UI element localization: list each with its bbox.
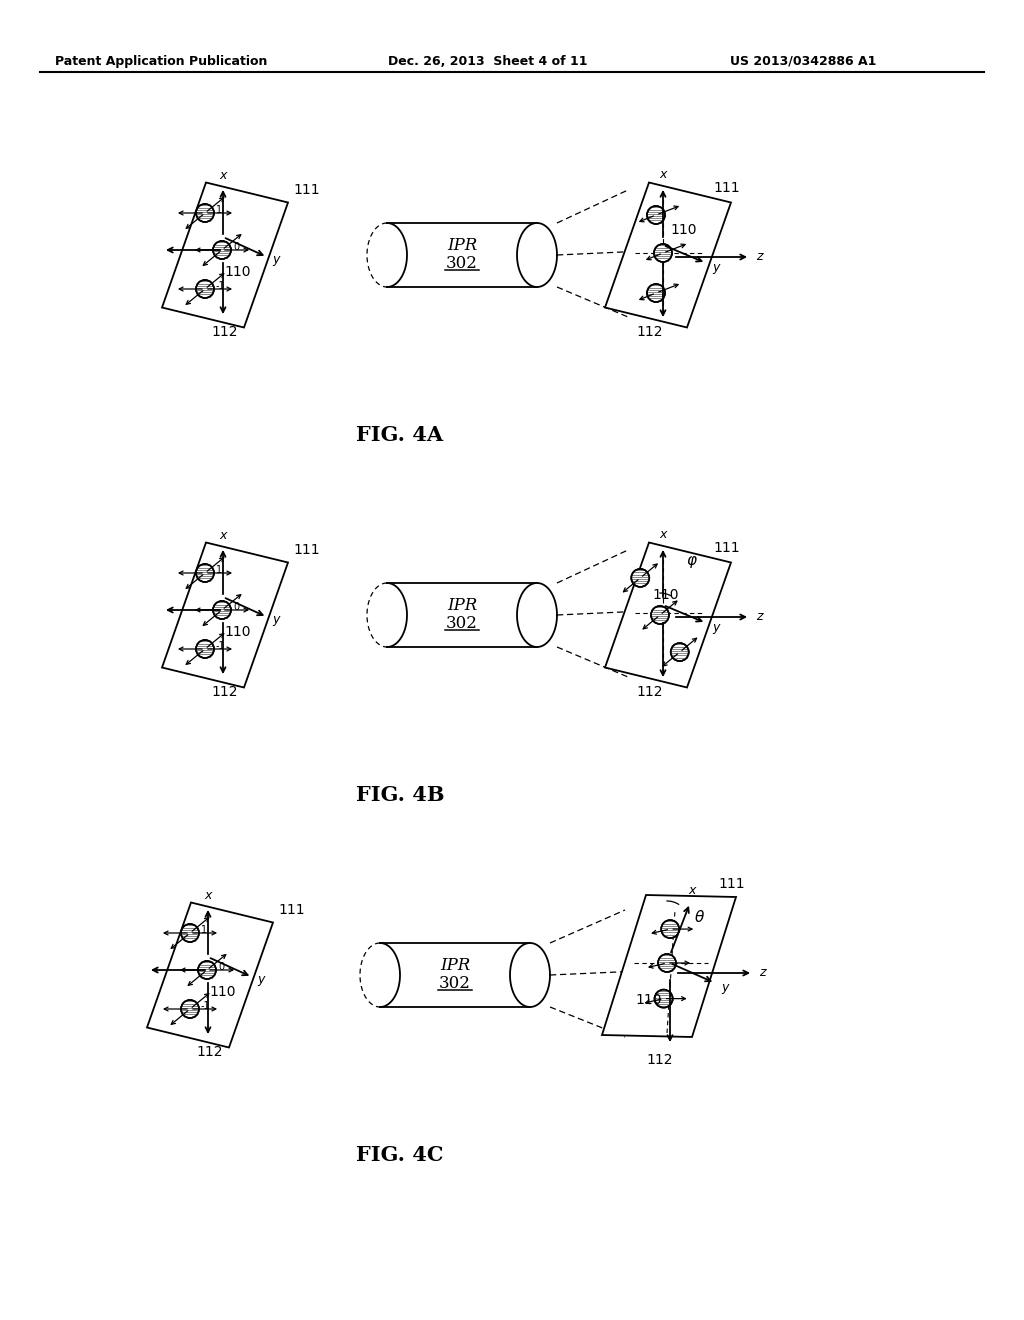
Text: 111: 111	[713, 181, 739, 194]
Circle shape	[647, 206, 665, 224]
Text: 0: 0	[233, 242, 240, 252]
Text: 112: 112	[197, 1045, 223, 1060]
Circle shape	[658, 954, 676, 972]
Circle shape	[662, 920, 679, 939]
Text: 0: 0	[218, 962, 224, 972]
Text: 110: 110	[224, 265, 251, 279]
Text: φ: φ	[686, 553, 696, 568]
Text: 302: 302	[446, 615, 478, 631]
Circle shape	[198, 961, 216, 979]
Text: 111: 111	[293, 183, 319, 198]
Text: -1: -1	[216, 642, 225, 651]
Text: 1: 1	[201, 925, 207, 935]
Circle shape	[631, 569, 649, 587]
Text: FIG. 4A: FIG. 4A	[356, 425, 443, 445]
Text: z: z	[756, 610, 763, 623]
Text: Patent Application Publication: Patent Application Publication	[55, 55, 267, 69]
Circle shape	[654, 244, 672, 261]
Text: FIG. 4B: FIG. 4B	[355, 785, 444, 805]
Text: 1: 1	[216, 565, 222, 576]
Circle shape	[647, 284, 665, 302]
Circle shape	[196, 280, 214, 298]
Text: 0: 0	[233, 602, 240, 612]
Text: 112: 112	[637, 685, 664, 700]
Circle shape	[181, 924, 199, 942]
Text: FIG. 4C: FIG. 4C	[356, 1144, 443, 1166]
Text: 111: 111	[278, 903, 304, 917]
Text: θ: θ	[695, 909, 705, 924]
Ellipse shape	[510, 942, 550, 1007]
Text: IPR: IPR	[446, 236, 477, 253]
Text: 110: 110	[209, 985, 236, 999]
Text: 111: 111	[713, 540, 739, 554]
Text: 112: 112	[212, 685, 239, 700]
Text: 111: 111	[293, 544, 319, 557]
Text: x: x	[659, 528, 667, 541]
Text: z: z	[756, 251, 763, 264]
Circle shape	[196, 564, 214, 582]
Circle shape	[213, 601, 231, 619]
Ellipse shape	[517, 223, 557, 286]
Bar	[387, 223, 537, 286]
Text: 1: 1	[216, 205, 222, 215]
Text: z: z	[759, 966, 766, 979]
Text: IPR: IPR	[446, 597, 477, 614]
Circle shape	[196, 640, 214, 657]
Circle shape	[181, 1001, 199, 1018]
Text: 110: 110	[224, 624, 251, 639]
Text: 112: 112	[647, 1053, 673, 1067]
Circle shape	[196, 205, 214, 222]
Text: x: x	[205, 888, 212, 902]
Text: 302: 302	[439, 974, 471, 991]
Text: y: y	[712, 620, 720, 634]
Bar	[380, 942, 530, 1007]
Text: y: y	[257, 974, 264, 986]
Text: x: x	[659, 168, 667, 181]
Text: x: x	[219, 529, 226, 543]
Bar	[387, 583, 537, 647]
Circle shape	[671, 643, 689, 661]
Polygon shape	[602, 895, 736, 1038]
Text: -1: -1	[216, 281, 225, 290]
Circle shape	[654, 990, 673, 1007]
Text: US 2013/0342886 A1: US 2013/0342886 A1	[730, 55, 877, 69]
Text: x: x	[219, 169, 226, 182]
Text: -1: -1	[201, 1001, 211, 1011]
Text: 110: 110	[635, 993, 662, 1007]
Text: y: y	[721, 981, 728, 994]
Text: Dec. 26, 2013  Sheet 4 of 11: Dec. 26, 2013 Sheet 4 of 11	[388, 55, 588, 69]
Polygon shape	[162, 543, 288, 688]
Text: x: x	[688, 884, 695, 898]
Text: 112: 112	[637, 326, 664, 339]
Polygon shape	[605, 182, 731, 327]
Circle shape	[651, 606, 669, 624]
Ellipse shape	[517, 583, 557, 647]
Text: IPR: IPR	[440, 957, 470, 974]
Text: 112: 112	[212, 326, 239, 339]
Text: y: y	[712, 260, 720, 273]
Text: 110: 110	[670, 223, 696, 238]
Text: y: y	[272, 614, 280, 627]
Polygon shape	[605, 543, 731, 688]
Polygon shape	[162, 182, 288, 327]
Text: 110: 110	[652, 587, 679, 602]
Polygon shape	[147, 903, 273, 1048]
Circle shape	[213, 242, 231, 259]
Text: y: y	[272, 253, 280, 267]
Text: 111: 111	[718, 876, 744, 891]
Text: 302: 302	[446, 255, 478, 272]
